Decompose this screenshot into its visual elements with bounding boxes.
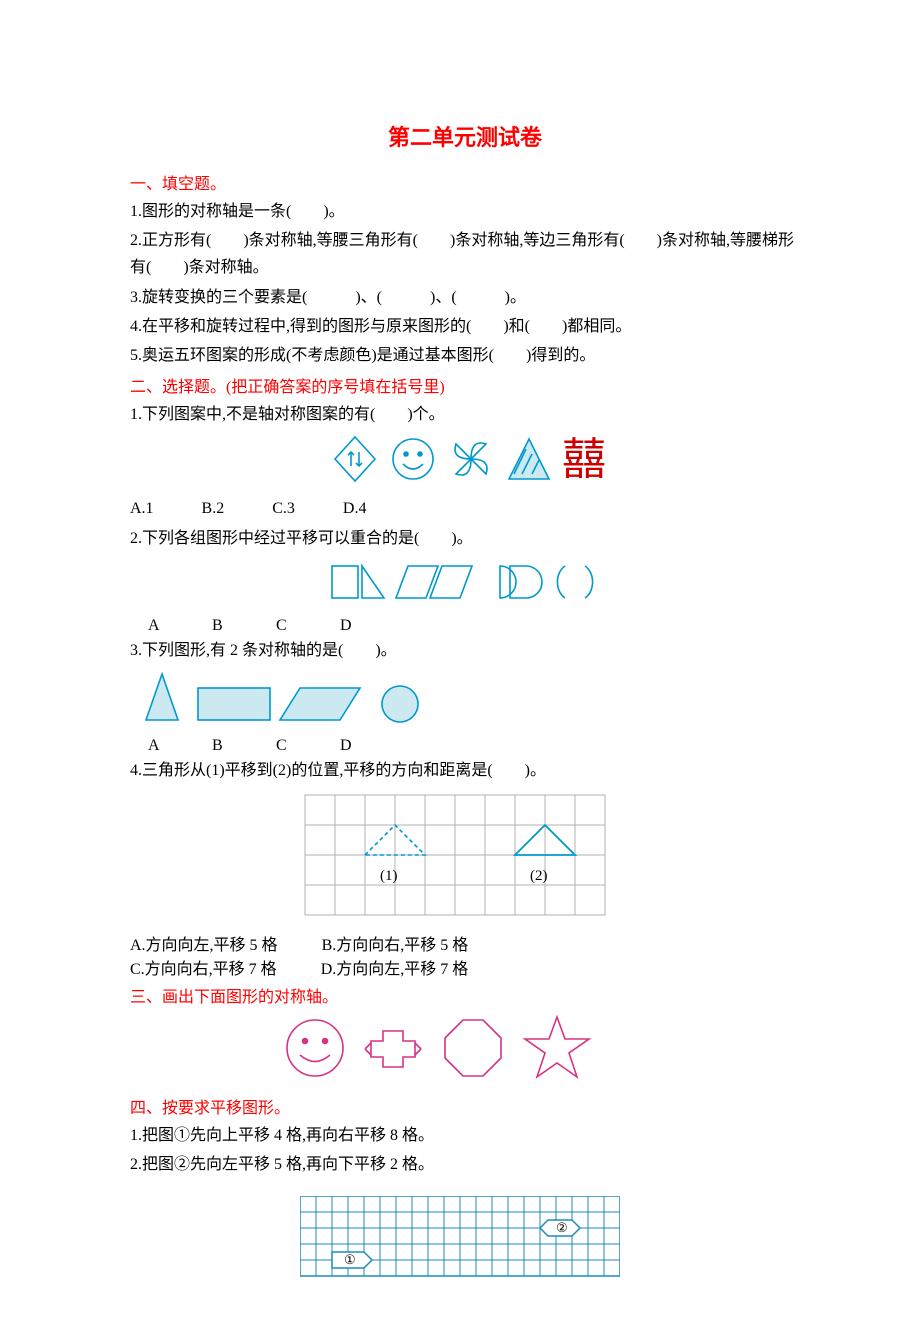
grid-label-2: (2) — [530, 868, 548, 884]
opt-b: B.方向向右,平移 5 格 — [322, 931, 469, 955]
sec2-q4: 4.三角形从(1)平移到(2)的位置,平移的方向和距离是( )。 — [130, 757, 800, 784]
grid-label-2: ② — [556, 1220, 568, 1235]
sec2-q3: 3.下列图形,有 2 条对称轴的是( )。 — [130, 637, 800, 664]
sec2-q3-letters: A B C D — [148, 737, 800, 755]
sec3-figures — [280, 1013, 800, 1088]
grid-label-1: ① — [344, 1252, 356, 1267]
sec1-head: 一、填空题。 — [130, 170, 800, 194]
opt-c: C — [276, 617, 336, 635]
opt-d: D.方向向左,平移 7 格 — [321, 955, 469, 979]
sec2-q4-options-row1: A.方向向左,平移 5 格 B.方向向右,平移 5 格 — [130, 931, 800, 955]
opt-c: C.方向向右,平移 7 格 — [130, 955, 277, 979]
opt-b: B — [212, 617, 272, 635]
page-title: 第二单元测试卷 — [130, 120, 800, 152]
sec1-q2: 2.正方形有( )条对称轴,等腰三角形有( )条对称轴,等边三角形有( )条对称… — [130, 227, 800, 281]
sec3-head: 三、画出下面图形的对称轴。 — [130, 983, 800, 1007]
opt-a: A — [148, 617, 208, 635]
sec2-q1-figures: 囍 — [330, 434, 800, 489]
svg-text:囍: 囍 — [562, 435, 606, 484]
sec2-head: 二、选择题。(把正确答案的序号填在括号里) — [130, 373, 800, 397]
diamond-icon — [335, 437, 375, 481]
sec1-q5: 5.奥运五环图案的形成(不考虑颜色)是通过基本图形( )得到的。 — [130, 342, 800, 369]
opt-b: B — [212, 737, 272, 755]
sec1-q4: 4.在平移和旋转过程中,得到的图形与原来图形的( )和( )都相同。 — [130, 313, 800, 340]
pinwheel-icon — [455, 443, 487, 475]
sec2-q4-options-row2: C.方向向右,平移 7 格 D.方向向左,平移 7 格 — [130, 955, 800, 979]
triangle-icon — [509, 439, 549, 479]
sec2-q2: 2.下列各组图形中经过平移可以重合的是( )。 — [130, 525, 800, 552]
sec2-q1: 1.下列图案中,不是轴对称图案的有( )个。 — [130, 401, 800, 428]
grid-label-1: (1) — [380, 868, 398, 884]
opt-a: A.方向向左,平移 5 格 — [130, 931, 278, 955]
sec2-q2-letters: A B C D — [148, 617, 800, 635]
sec2-q3-figures — [140, 670, 800, 731]
opt-a: A — [148, 737, 208, 755]
sec4-q2: 2.把图②先向左平移 5 格,再向下平移 2 格。 — [130, 1151, 800, 1178]
sec2-q2-figures — [330, 558, 800, 611]
sec1-q1: 1.图形的对称轴是一条( )。 — [130, 198, 800, 225]
sec4-q1: 1.把图①先向上平移 4 格,再向右平移 8 格。 — [130, 1122, 800, 1149]
opt-c: C — [276, 737, 336, 755]
smiley-icon — [393, 439, 433, 479]
sec2-q4-grid: (1) (2) — [300, 790, 800, 925]
double-happiness-icon: 囍 — [562, 435, 606, 484]
sec4-head: 四、按要求平移图形。 — [130, 1094, 800, 1118]
opt-d: D — [340, 737, 400, 755]
sec1-q3: 3.旋转变换的三个要素是( )、( )、( )。 — [130, 284, 800, 311]
sec4-grid: ① ② — [300, 1196, 800, 1291]
opt-d: D — [340, 617, 400, 635]
sec2-q1-options: A.1 B.2 C.3 D.4 — [130, 495, 800, 522]
